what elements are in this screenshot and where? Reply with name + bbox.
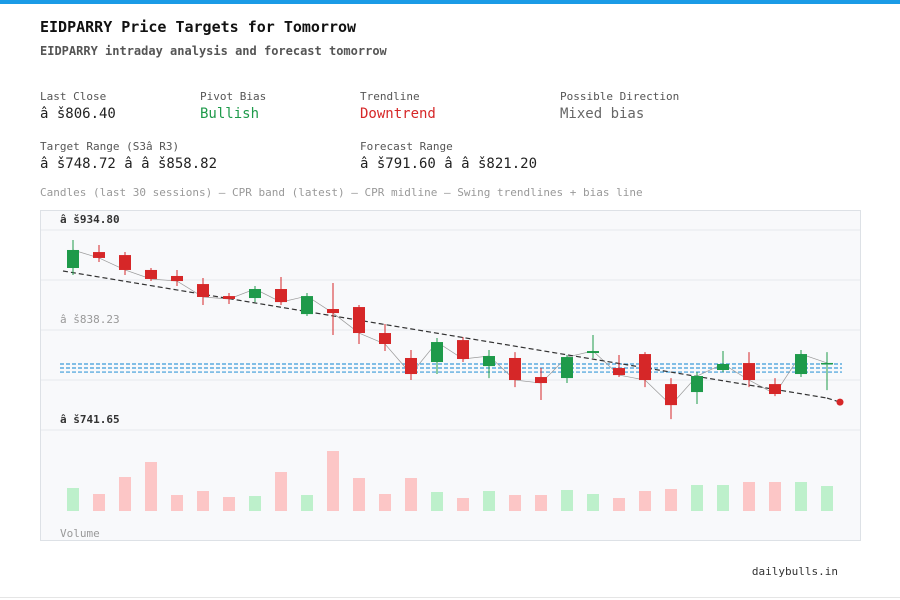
title: EIDPARRY Price Targets for Tomorrow xyxy=(40,18,357,36)
candle-body xyxy=(561,357,573,379)
stat-label: Forecast Range xyxy=(360,140,453,153)
chart-frame xyxy=(40,210,861,541)
candle-body xyxy=(405,357,417,375)
volume-bar xyxy=(119,477,131,511)
candle-body xyxy=(275,289,287,303)
volume-bar xyxy=(353,478,365,511)
volume-bar xyxy=(197,491,209,511)
candle-body xyxy=(795,354,807,375)
stat-label: Pivot Bias xyxy=(200,90,267,103)
volume-bar xyxy=(561,490,573,511)
volume-bar xyxy=(275,472,287,511)
volume-bar xyxy=(145,462,157,511)
stat-value: â š806.40 xyxy=(40,106,116,122)
volume-bar xyxy=(717,485,729,511)
chart: â š934.80 â š838.23 â š741.65 Volume xyxy=(40,210,861,541)
volume-label: Volume xyxy=(60,527,100,540)
candle-body xyxy=(587,351,599,354)
volume-bar xyxy=(223,497,235,511)
candle-body xyxy=(691,376,703,393)
volume-bar xyxy=(93,494,105,511)
stat-label: Last Close xyxy=(40,90,107,103)
volume-bar xyxy=(535,495,547,511)
candle-body xyxy=(483,356,495,367)
candle-body xyxy=(821,362,833,365)
stat-label: Possible Direction xyxy=(560,90,680,103)
volume-bar xyxy=(431,492,443,511)
volume-bar xyxy=(639,491,651,511)
candle-body xyxy=(743,363,755,381)
y-tick-label: â š741.65 xyxy=(60,413,120,426)
volume-bar xyxy=(691,485,703,511)
stat-value: Mixed bias xyxy=(560,106,645,122)
candle-body xyxy=(535,377,547,384)
stat: Trendline Downtrend xyxy=(360,90,436,122)
volume-bar xyxy=(795,482,807,511)
caption: Candles (last 30 sessions) – CPR band (l… xyxy=(40,186,643,199)
candle-body xyxy=(431,342,443,363)
candle-body xyxy=(327,309,339,314)
stat: Pivot Bias Bullish xyxy=(200,90,266,122)
volume-bar xyxy=(613,498,625,511)
trendline xyxy=(62,270,828,399)
stat-value: â š791.60 â â š821.20 xyxy=(360,156,538,172)
candle-body xyxy=(353,307,365,334)
stat-value: Bullish xyxy=(200,106,260,122)
candle-body xyxy=(717,363,729,370)
stat: Forecast Range â š791.60 â â š821.20 xyxy=(360,140,537,172)
volume-bar xyxy=(327,451,339,511)
candle-body xyxy=(379,333,391,345)
candle-body xyxy=(119,255,131,270)
candle-body xyxy=(665,384,677,406)
stat-value: Downtrend xyxy=(360,106,436,122)
stat: Last Close â š806.40 xyxy=(40,90,116,122)
candle-body xyxy=(639,354,651,381)
y-tick-label: â š934.80 xyxy=(60,213,120,226)
candle-body xyxy=(223,296,235,299)
candle-body xyxy=(93,252,105,258)
bias-point xyxy=(836,398,844,406)
volume-bar xyxy=(405,478,417,511)
volume-bar xyxy=(509,495,521,511)
y-tick-label: â š838.23 xyxy=(60,313,120,326)
candle-body xyxy=(249,289,261,299)
volume-bar xyxy=(587,494,599,511)
stat: Possible Direction Mixed bias xyxy=(560,90,679,122)
candle-body xyxy=(769,384,781,395)
volume-bar xyxy=(249,496,261,511)
bottom-line xyxy=(0,597,900,598)
candle-body xyxy=(301,296,313,315)
volume-bar xyxy=(301,495,313,511)
top-bar xyxy=(0,0,900,4)
volume-bar xyxy=(665,489,677,511)
volume-bar xyxy=(171,495,183,511)
volume-bar xyxy=(769,482,781,511)
volume-bar xyxy=(379,494,391,511)
subtitle: EIDPARRY intraday analysis and forecast … xyxy=(40,44,387,58)
stat-label: Trendline xyxy=(360,90,420,103)
stat-label: Target Range (S3â R3) xyxy=(40,140,180,153)
volume-bar xyxy=(67,488,79,511)
candle-body xyxy=(457,340,469,360)
candle-body xyxy=(509,357,521,381)
candle-body xyxy=(613,368,625,376)
volume-bar xyxy=(743,482,755,511)
stat-value: â š748.72 â â š858.82 xyxy=(40,156,218,172)
stat: Target Range (S3â R3) â š748.72 â â š858.… xyxy=(40,140,217,172)
candle-body xyxy=(197,284,209,297)
candle-body xyxy=(145,269,157,279)
volume-bar xyxy=(483,491,495,511)
footer: dailybulls.in xyxy=(751,565,838,578)
candle-body xyxy=(171,275,183,282)
volume-bar xyxy=(821,486,833,511)
candle-body xyxy=(67,249,79,269)
volume-bar xyxy=(457,498,469,511)
